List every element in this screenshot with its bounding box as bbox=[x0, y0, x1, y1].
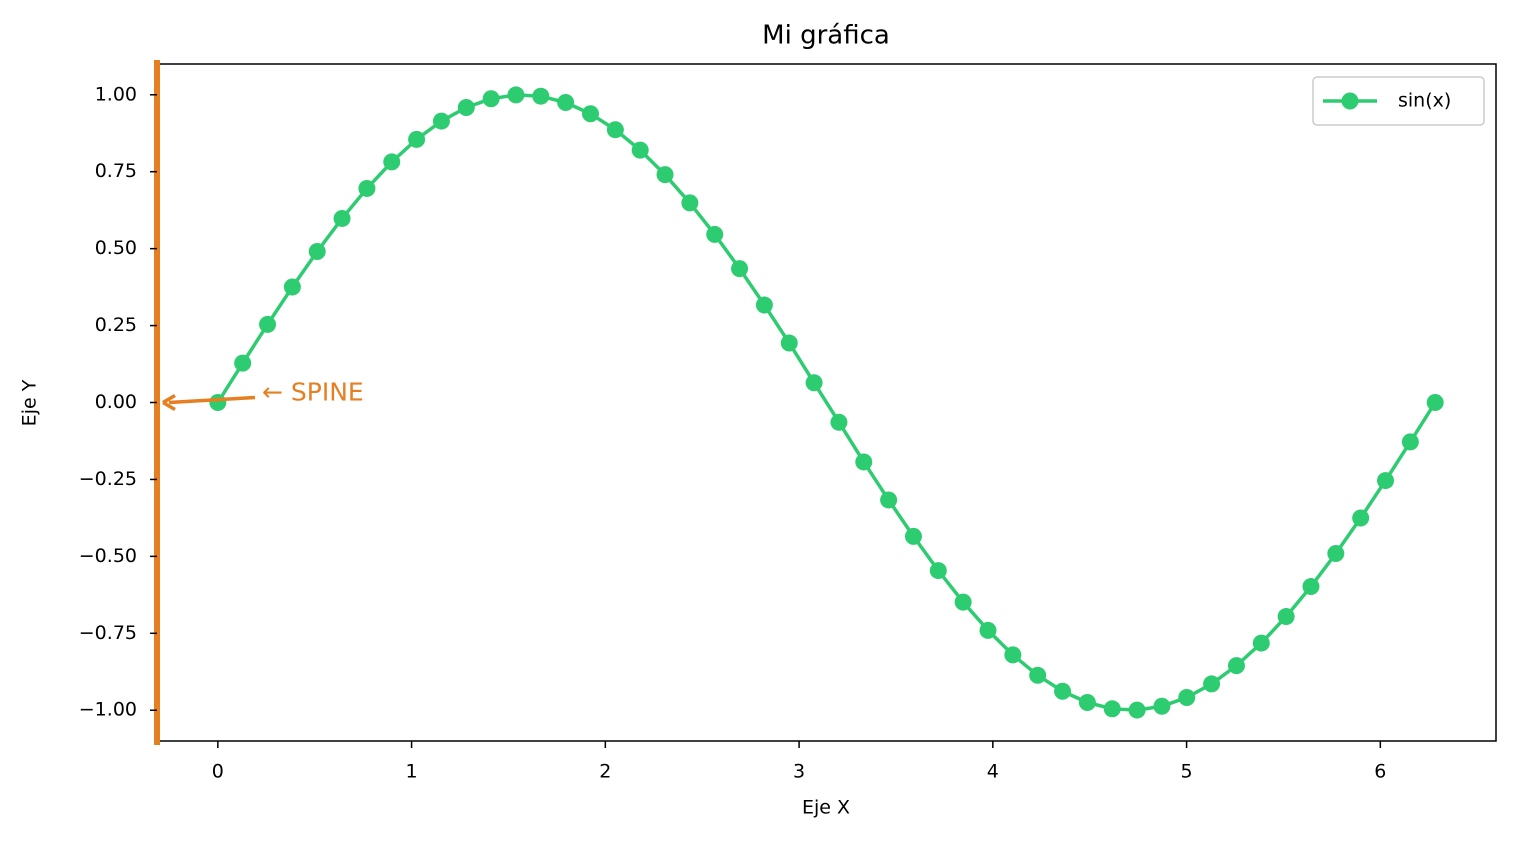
data-point bbox=[1227, 657, 1245, 675]
x-tick-label: 0 bbox=[212, 761, 224, 783]
data-point bbox=[234, 354, 252, 372]
y-tick-label: 0.00 bbox=[95, 391, 137, 413]
data-point bbox=[1401, 433, 1419, 451]
legend-label: sin(x) bbox=[1398, 90, 1451, 112]
data-point bbox=[606, 121, 624, 139]
y-tick-label: −0.50 bbox=[79, 545, 137, 567]
data-point bbox=[855, 453, 873, 471]
data-point bbox=[830, 413, 848, 431]
annotation-arrowhead bbox=[162, 393, 176, 412]
x-tick-label: 5 bbox=[1181, 761, 1193, 783]
y-tick-label: 0.25 bbox=[95, 314, 137, 336]
data-point bbox=[408, 130, 426, 148]
data-point bbox=[482, 90, 500, 108]
data-point bbox=[1054, 682, 1072, 700]
data-point bbox=[1352, 509, 1370, 527]
data-point bbox=[904, 527, 922, 545]
y-tick-label: −0.25 bbox=[79, 468, 137, 490]
data-point bbox=[1004, 646, 1022, 664]
x-tick-label: 1 bbox=[406, 761, 418, 783]
data-point bbox=[457, 98, 475, 116]
y-tick-label: 0.75 bbox=[95, 160, 137, 182]
annotation-arrow bbox=[168, 395, 256, 405]
y-axis-label: Eje Y bbox=[19, 379, 41, 426]
y-tick-label: −0.75 bbox=[79, 622, 137, 644]
data-point bbox=[557, 93, 575, 111]
data-point bbox=[1426, 394, 1444, 411]
legend-box bbox=[1312, 76, 1485, 126]
x-tick-label: 3 bbox=[793, 761, 805, 783]
data-point bbox=[1178, 689, 1196, 707]
data-point bbox=[1252, 634, 1270, 652]
data-point bbox=[1153, 697, 1171, 715]
data-point bbox=[706, 225, 724, 243]
data-point bbox=[1103, 700, 1121, 718]
y-tick-label: 0.50 bbox=[95, 237, 137, 259]
data-point bbox=[1128, 701, 1146, 719]
data-point bbox=[581, 105, 599, 123]
x-tick-label: 2 bbox=[599, 761, 611, 783]
data-point bbox=[358, 179, 376, 197]
data-point bbox=[780, 334, 798, 352]
data-point bbox=[259, 315, 277, 333]
x-tick-label: 4 bbox=[987, 761, 999, 783]
data-point bbox=[656, 166, 674, 184]
data-point bbox=[507, 86, 525, 104]
data-point bbox=[209, 394, 227, 411]
data-point bbox=[731, 260, 749, 278]
data-point bbox=[432, 112, 450, 130]
data-point bbox=[283, 278, 301, 296]
x-axis-label: Eje X bbox=[802, 797, 850, 819]
data-point bbox=[755, 296, 773, 314]
data-point bbox=[383, 153, 401, 171]
data-point bbox=[929, 562, 947, 580]
data-point bbox=[532, 87, 550, 105]
x-tick-label: 6 bbox=[1374, 761, 1386, 783]
data-point bbox=[333, 209, 351, 227]
data-point bbox=[631, 141, 649, 159]
data-point bbox=[954, 593, 972, 611]
y-tick-label: −1.00 bbox=[79, 699, 137, 721]
data-point bbox=[1302, 578, 1320, 596]
data-point bbox=[1377, 472, 1395, 490]
y-tick-label: 1.00 bbox=[95, 83, 137, 105]
data-point bbox=[979, 621, 997, 639]
data-point bbox=[308, 242, 326, 260]
series-line bbox=[216, 93, 1437, 712]
legend-marker bbox=[1341, 92, 1359, 110]
annotation: ← SPINE bbox=[262, 378, 364, 407]
data-point bbox=[1203, 675, 1221, 693]
data-point bbox=[681, 194, 699, 212]
data-point bbox=[805, 374, 823, 392]
data-point bbox=[1327, 545, 1345, 563]
data-point bbox=[1277, 608, 1295, 626]
data-point bbox=[1029, 666, 1047, 684]
data-point bbox=[880, 491, 898, 509]
data-point bbox=[1078, 694, 1096, 712]
chart-title: Mi gráfica bbox=[762, 21, 890, 51]
